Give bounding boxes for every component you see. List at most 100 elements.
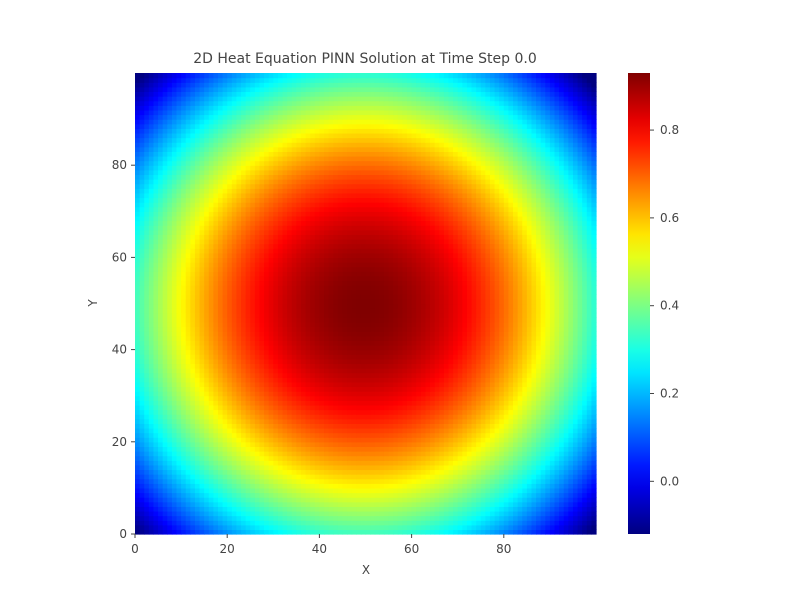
heatmap-cell	[559, 469, 565, 475]
heatmap-cell	[194, 409, 201, 415]
heatmap-cell	[379, 308, 385, 314]
heatmap-cell	[337, 400, 344, 406]
heatmap-cell	[370, 460, 376, 466]
heatmap-cell	[559, 520, 565, 526]
heatmap-cell	[148, 340, 155, 346]
heatmap-cell	[563, 506, 569, 512]
heatmap-cell	[572, 497, 579, 503]
heatmap-cell	[513, 404, 519, 411]
heatmap-cell	[517, 497, 523, 503]
heatmap-cell	[420, 381, 427, 388]
heatmap-cell	[406, 303, 413, 309]
heatmap-cell	[517, 317, 523, 323]
heatmap-cell	[148, 455, 155, 461]
heatmap-cell	[158, 474, 164, 480]
heatmap-cell	[356, 312, 362, 318]
heatmap-cell	[425, 404, 431, 411]
heatmap-cell	[144, 349, 150, 355]
heatmap-cell	[416, 501, 422, 507]
heatmap-cell	[337, 437, 344, 443]
heatmap-cell	[282, 487, 288, 494]
heatmap-cell	[434, 303, 440, 309]
heatmap-cell	[162, 469, 168, 475]
heatmap-cell	[360, 487, 367, 494]
heatmap-cell	[489, 308, 496, 314]
heatmap-cell	[347, 474, 353, 480]
heatmap-cell	[545, 492, 551, 498]
heatmap-cell	[144, 432, 150, 438]
heatmap-cell	[185, 492, 191, 498]
heatmap-cell	[148, 317, 155, 323]
heatmap-cell	[314, 524, 320, 530]
heatmap-cell	[259, 391, 265, 397]
heatmap-cell	[194, 478, 201, 484]
heatmap-cell	[383, 368, 390, 374]
heatmap-cell	[416, 386, 422, 392]
heatmap-cell	[171, 437, 178, 443]
heatmap-cell	[531, 487, 537, 494]
heatmap-cell	[181, 427, 187, 434]
heatmap-cell	[305, 446, 311, 452]
heatmap-cell	[245, 404, 251, 411]
heatmap-cell	[190, 335, 196, 341]
heatmap-cell	[406, 368, 413, 374]
heatmap-cell	[351, 423, 357, 429]
heatmap-cell	[402, 529, 408, 535]
heatmap-cell	[379, 492, 385, 498]
heatmap-cell	[291, 363, 297, 369]
heatmap-cell	[563, 317, 569, 323]
heatmap-cell	[591, 469, 597, 475]
heatmap-cell	[540, 460, 546, 466]
heatmap-cell	[268, 414, 274, 420]
heatmap-cell	[485, 404, 491, 411]
heatmap-cell	[319, 363, 325, 369]
heatmap-cell	[171, 400, 178, 406]
heatmap-cell	[213, 437, 219, 443]
heatmap-cell	[453, 483, 459, 489]
heatmap-cell	[591, 354, 597, 360]
heatmap-cell	[273, 487, 279, 494]
heatmap-cell	[554, 497, 560, 503]
heatmap-cell	[139, 303, 145, 309]
heatmap-cell	[425, 409, 431, 415]
heatmap-cell	[342, 381, 348, 388]
heatmap-cell	[153, 317, 159, 323]
heatmap-cell	[236, 478, 242, 484]
heatmap-cell	[250, 510, 256, 517]
heatmap-cell	[259, 460, 265, 466]
heatmap-cell	[148, 423, 155, 429]
heatmap-cell	[319, 524, 325, 530]
heatmap-cell	[443, 312, 450, 318]
heatmap-cell	[342, 455, 348, 461]
heatmap-cell	[531, 497, 537, 503]
heatmap-cell	[480, 404, 486, 411]
heatmap-cell	[374, 520, 380, 526]
heatmap-cell	[342, 432, 348, 438]
heatmap-cell	[582, 432, 588, 438]
heatmap-cell	[254, 326, 261, 332]
heatmap-cell	[282, 381, 288, 388]
heatmap-cell	[342, 414, 348, 420]
heatmap-cell	[236, 368, 242, 374]
heatmap-cell	[273, 340, 279, 346]
heatmap-cell	[430, 335, 436, 341]
heatmap-cell	[324, 381, 330, 388]
heatmap-cell	[351, 497, 357, 503]
heatmap-cell	[365, 478, 371, 484]
heatmap-cell	[402, 451, 408, 457]
heatmap-cell	[499, 395, 505, 401]
heatmap-cell	[153, 497, 159, 503]
heatmap-cell	[397, 515, 403, 521]
heatmap-cell	[554, 483, 560, 489]
heatmap-cell	[245, 317, 251, 323]
heatmap-cell	[536, 381, 542, 388]
heatmap-cell	[517, 510, 523, 517]
heatmap-cell	[217, 377, 224, 383]
heatmap-cell	[563, 464, 569, 471]
heatmap-cell	[439, 437, 445, 443]
heatmap-cell	[370, 303, 376, 309]
heatmap-cell	[443, 529, 450, 535]
heatmap-cell	[300, 409, 307, 415]
heatmap-cell	[287, 344, 293, 351]
heatmap-cell	[406, 326, 413, 332]
